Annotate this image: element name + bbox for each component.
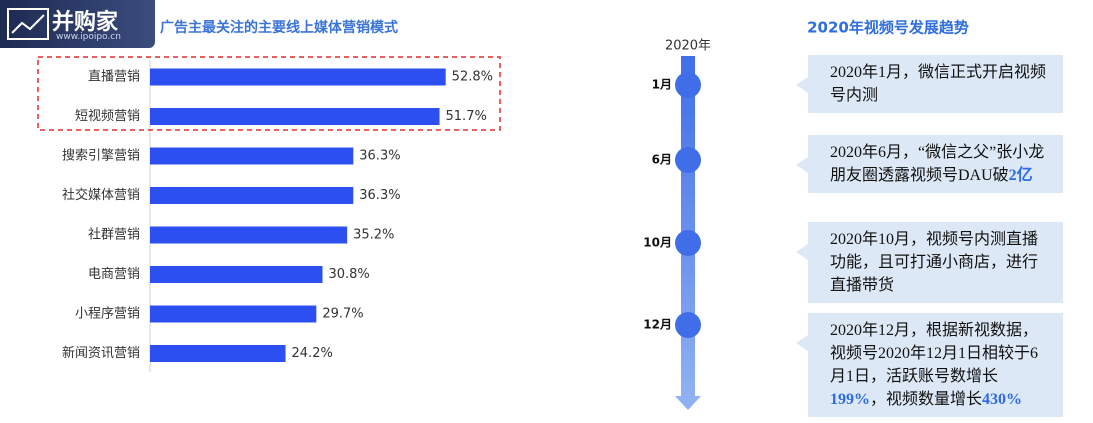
category-label: 小程序营销	[75, 307, 140, 322]
event-text: 2020年12月，根据新视数据，视频号2020年12月1日相较于6月1日，活跃账…	[830, 322, 1039, 385]
timeline-node	[675, 72, 701, 98]
event-text: 2020年10月，视频号内测直播功能，且可打通小商店，进行直播带货	[830, 231, 1039, 294]
category-label: 社交媒体营销	[62, 187, 140, 203]
category-label: 搜索引擎营销	[62, 149, 140, 164]
bar	[150, 108, 440, 125]
logo: 并购家 www.ipoipo.cn	[0, 0, 155, 48]
highlight-text: 2亿	[1008, 167, 1033, 184]
value-label: 51.7%	[446, 109, 487, 124]
category-label: 电商营销	[88, 267, 140, 282]
bar	[150, 305, 317, 323]
value-label: 30.8%	[328, 267, 369, 282]
timeline-node	[675, 230, 701, 256]
chart-title: 广告主最关注的主要线上媒体营销模式	[160, 19, 398, 36]
highlight-frame	[37, 56, 501, 131]
value-label: 35.2%	[353, 228, 394, 243]
bar	[150, 147, 354, 165]
timeline-title: 2020年视频号发展趋势	[807, 19, 969, 37]
category-label: 直播营销	[88, 70, 140, 85]
value-label: 36.3%	[359, 188, 400, 203]
timeline-node	[675, 147, 701, 173]
category-label: 社群营销	[88, 227, 140, 243]
month-label: 1月	[652, 78, 672, 92]
logo-icon	[7, 8, 49, 40]
month-label: 6月	[652, 153, 672, 167]
event-text: 2020年6月，“微信之父”张小龙朋友圈透露视频号DAU破	[830, 144, 1045, 184]
month-label: 10月	[643, 236, 672, 250]
bar	[150, 187, 354, 204]
event-box: 2020年10月，视频号内测直播功能，且可打通小商店，进行直播带货	[796, 222, 1063, 303]
value-label: 24.2%	[292, 346, 333, 361]
value-label: 29.7%	[322, 307, 363, 322]
event-box: 2020年1月，微信正式开启视频号内测	[796, 55, 1063, 113]
timeline-year: 2020年	[665, 39, 711, 54]
bar	[150, 226, 348, 244]
timeline-node	[675, 312, 701, 338]
highlight-text: 430%	[982, 391, 1023, 408]
logo-name: 并购家	[52, 10, 119, 35]
logo-url: www.ipoipo.cn	[56, 32, 121, 42]
timeline-arrowhead	[675, 396, 701, 410]
highlight-text: 199%	[830, 391, 870, 408]
category-label: 短视频营销	[75, 109, 140, 124]
event-box: 2020年6月，“微信之父”张小龙朋友圈透露视频号DAU破2亿	[796, 135, 1063, 193]
bar	[150, 345, 286, 362]
value-label: 52.8%	[452, 70, 493, 85]
category-label: 新闻资讯营销	[62, 345, 140, 361]
month-label: 12月	[643, 318, 672, 332]
bar	[150, 68, 446, 86]
event-text: 2020年1月，微信正式开启视频号内测	[830, 64, 1047, 104]
bar	[150, 266, 323, 283]
timeline-shaft	[681, 56, 695, 396]
value-label: 36.3%	[359, 149, 400, 164]
event-text: ，视频数量增长	[870, 391, 983, 408]
event-box: 2020年12月，根据新视数据，视频号2020年12月1日相较于6月1日，活跃账…	[796, 313, 1063, 417]
